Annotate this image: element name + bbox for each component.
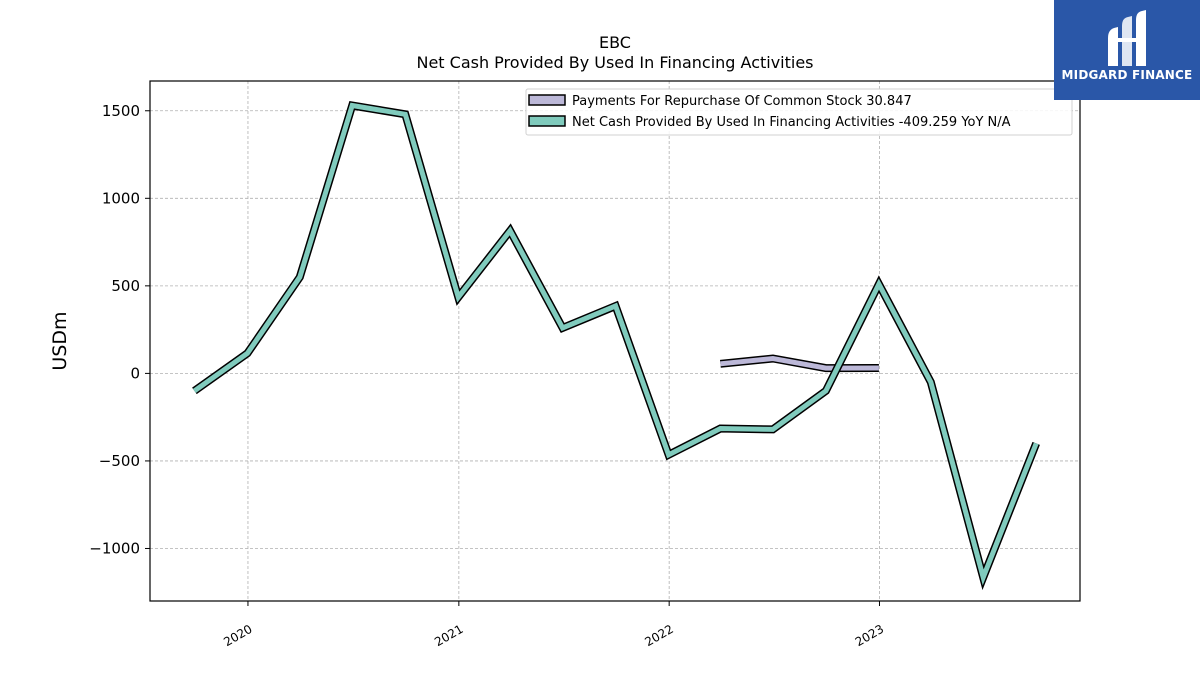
x-tick-label: 2021 xyxy=(432,622,465,649)
legend-swatch xyxy=(528,115,566,127)
brand-logo: MIDGARD FINANCE xyxy=(1054,0,1200,100)
data-point xyxy=(615,306,616,307)
chart-subtitle: Net Cash Provided By Used In Financing A… xyxy=(416,53,813,72)
y-axis-label: USDm xyxy=(49,311,71,370)
data-point xyxy=(825,368,826,369)
data-point xyxy=(825,390,826,391)
data-point xyxy=(194,390,195,391)
x-tick-label: 2020 xyxy=(221,622,254,649)
x-tick-label: 2023 xyxy=(853,622,886,649)
y-tick-label: 1000 xyxy=(102,189,140,207)
legend-swatch xyxy=(528,94,566,106)
data-point xyxy=(878,368,879,369)
data-point xyxy=(405,114,406,115)
data-point xyxy=(352,105,353,106)
x-tick-label: 2022 xyxy=(642,622,675,649)
data-point xyxy=(1036,443,1037,444)
data-point xyxy=(930,382,931,383)
y-tick-label: −1000 xyxy=(89,539,140,557)
series-line-2 xyxy=(192,102,1039,586)
axis-layer: 1500 1000 500 0 −500 −1000 2020 2021 2022 2023 xyxy=(89,102,886,649)
y-tick-label: 500 xyxy=(111,277,140,295)
data-point xyxy=(772,429,773,430)
y-tick-label: −500 xyxy=(99,452,140,470)
midgard-logo-icon xyxy=(1108,10,1146,66)
data-point xyxy=(458,297,459,298)
logo-text: MIDGARD FINANCE xyxy=(1061,68,1193,82)
data-point xyxy=(772,358,773,359)
data-point xyxy=(720,363,721,364)
y-tick-label: 1500 xyxy=(102,102,140,120)
plot-frame xyxy=(149,80,1081,602)
legend-box xyxy=(525,88,1073,136)
legend-entry: Net Cash Provided By Used In Financing A… xyxy=(572,115,1011,130)
data-point xyxy=(720,428,721,429)
data-point xyxy=(878,284,879,285)
grid-layer xyxy=(150,81,1080,601)
series-line-1 xyxy=(720,355,879,371)
legend: Payments For Repurchase Of Common Stock … xyxy=(525,88,1073,136)
series-layer xyxy=(192,100,1040,591)
data-point xyxy=(247,353,248,354)
data-point xyxy=(668,454,669,455)
data-point xyxy=(562,327,563,328)
legend-entry: Payments For Repurchase Of Common Stock … xyxy=(572,94,912,109)
data-point xyxy=(983,577,984,578)
data-point xyxy=(299,277,300,278)
data-point xyxy=(510,230,511,231)
chart-title: EBC xyxy=(599,33,631,52)
y-tick-label: 0 xyxy=(130,364,140,382)
